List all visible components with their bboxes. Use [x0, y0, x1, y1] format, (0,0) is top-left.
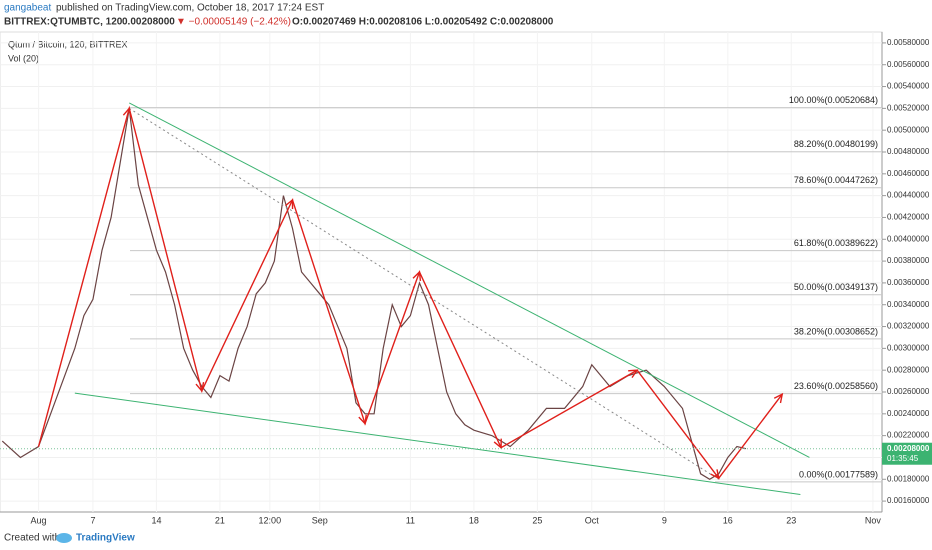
brand-logo — [56, 533, 72, 543]
y-tick-label: 0.00360000 — [887, 278, 930, 287]
y-tick-label: 0.00500000 — [887, 125, 930, 134]
x-tick-label: 23 — [786, 515, 796, 525]
x-tick-label: 14 — [151, 515, 161, 525]
trend-line — [129, 102, 810, 458]
y-tick-label: 0.00300000 — [887, 343, 930, 352]
fib-label: 38.20%(0.00308652) — [794, 326, 878, 336]
y-tick-label: 0.00420000 — [887, 213, 930, 222]
trend-line — [74, 392, 801, 496]
y-tick-label: 0.00520000 — [887, 103, 930, 112]
ohlc: O:0.00207469 H:0.00208106 L:0.00205492 C… — [292, 17, 554, 28]
trend-line — [128, 107, 720, 480]
x-tick-label: Sep — [312, 515, 328, 525]
wave-arrows — [37, 105, 783, 480]
y-tick-label: 0.00260000 — [887, 387, 930, 396]
y-tick-label: 0.00540000 — [887, 82, 930, 91]
arrow-head — [285, 198, 294, 210]
arrow-head — [412, 270, 422, 282]
arrow-head — [493, 438, 502, 450]
y-tick-label: 0.00480000 — [887, 147, 930, 156]
arrow-head — [710, 469, 720, 480]
x-tick-label: 16 — [723, 515, 733, 525]
x-tick-label: 12:00 — [259, 515, 282, 525]
fib-label: 100.00%(0.00520684) — [789, 95, 878, 105]
x-tick-label: Nov — [865, 515, 882, 525]
y-tick-label: 0.00460000 — [887, 169, 930, 178]
y-tick-label: 0.00240000 — [887, 409, 930, 418]
y-tick-label: 0.00400000 — [887, 234, 930, 243]
symbol: BITTREX:QTUMBTC, 120 — [4, 17, 123, 28]
fib-label: 23.60%(0.00258560) — [794, 381, 878, 391]
x-tick-label: 7 — [90, 515, 95, 525]
y-tick-label: 0.00580000 — [887, 38, 930, 47]
y-tick-label: 0.00340000 — [887, 300, 930, 309]
fib-label: 88.20%(0.00480199) — [794, 139, 878, 149]
volume-label: Vol (20) — [8, 53, 39, 63]
y-tick-label: 0.00380000 — [887, 256, 930, 265]
y-tick-label: 0.00220000 — [887, 431, 930, 440]
fib-label: 61.80%(0.00389622) — [794, 238, 878, 248]
current-price-label: 0.00208000 — [887, 444, 930, 453]
y-tick-label: 0.00560000 — [887, 60, 930, 69]
y-tick-label: 0.00180000 — [887, 474, 930, 483]
arrow-head — [195, 381, 205, 393]
last-price: 0.00208000 — [122, 17, 175, 28]
fib-label: 78.60%(0.00447262) — [794, 175, 878, 185]
x-tick-label: 25 — [532, 515, 542, 525]
fib-label: 0.00%(0.00177589) — [799, 469, 878, 479]
chart-title: Qtum / Bitcoin, 120, BITTREX — [8, 39, 128, 49]
y-tick-label: 0.00440000 — [887, 191, 930, 200]
arrow-head — [358, 414, 367, 426]
published: published on TradingView.com, October 18… — [56, 3, 324, 14]
arrow-head — [628, 369, 639, 378]
countdown: 01:35:45 — [887, 454, 919, 463]
footer-created: Created with — [4, 533, 60, 544]
x-tick-label: 11 — [406, 515, 415, 525]
price-line — [1, 108, 747, 480]
change: ▼ −0.00005149 (−2.42%) — [176, 17, 291, 28]
x-tick-label: Aug — [31, 515, 47, 525]
fib-label: 50.00%(0.00349137) — [794, 282, 878, 292]
footer-brand[interactable]: TradingView — [76, 533, 135, 544]
arrow-head — [122, 106, 132, 118]
x-tick-label: Oct — [585, 515, 600, 525]
y-tick-label: 0.00280000 — [887, 365, 930, 374]
current-price-tag — [882, 442, 932, 465]
x-tick-label: 21 — [215, 515, 225, 525]
y-tick-label: 0.00320000 — [887, 322, 930, 331]
x-tick-label: 18 — [469, 515, 479, 525]
author[interactable]: gangabeat — [4, 3, 51, 14]
x-tick-label: 9 — [662, 515, 667, 525]
y-tick-label: 0.00160000 — [887, 496, 930, 505]
arrow-head — [773, 392, 784, 404]
